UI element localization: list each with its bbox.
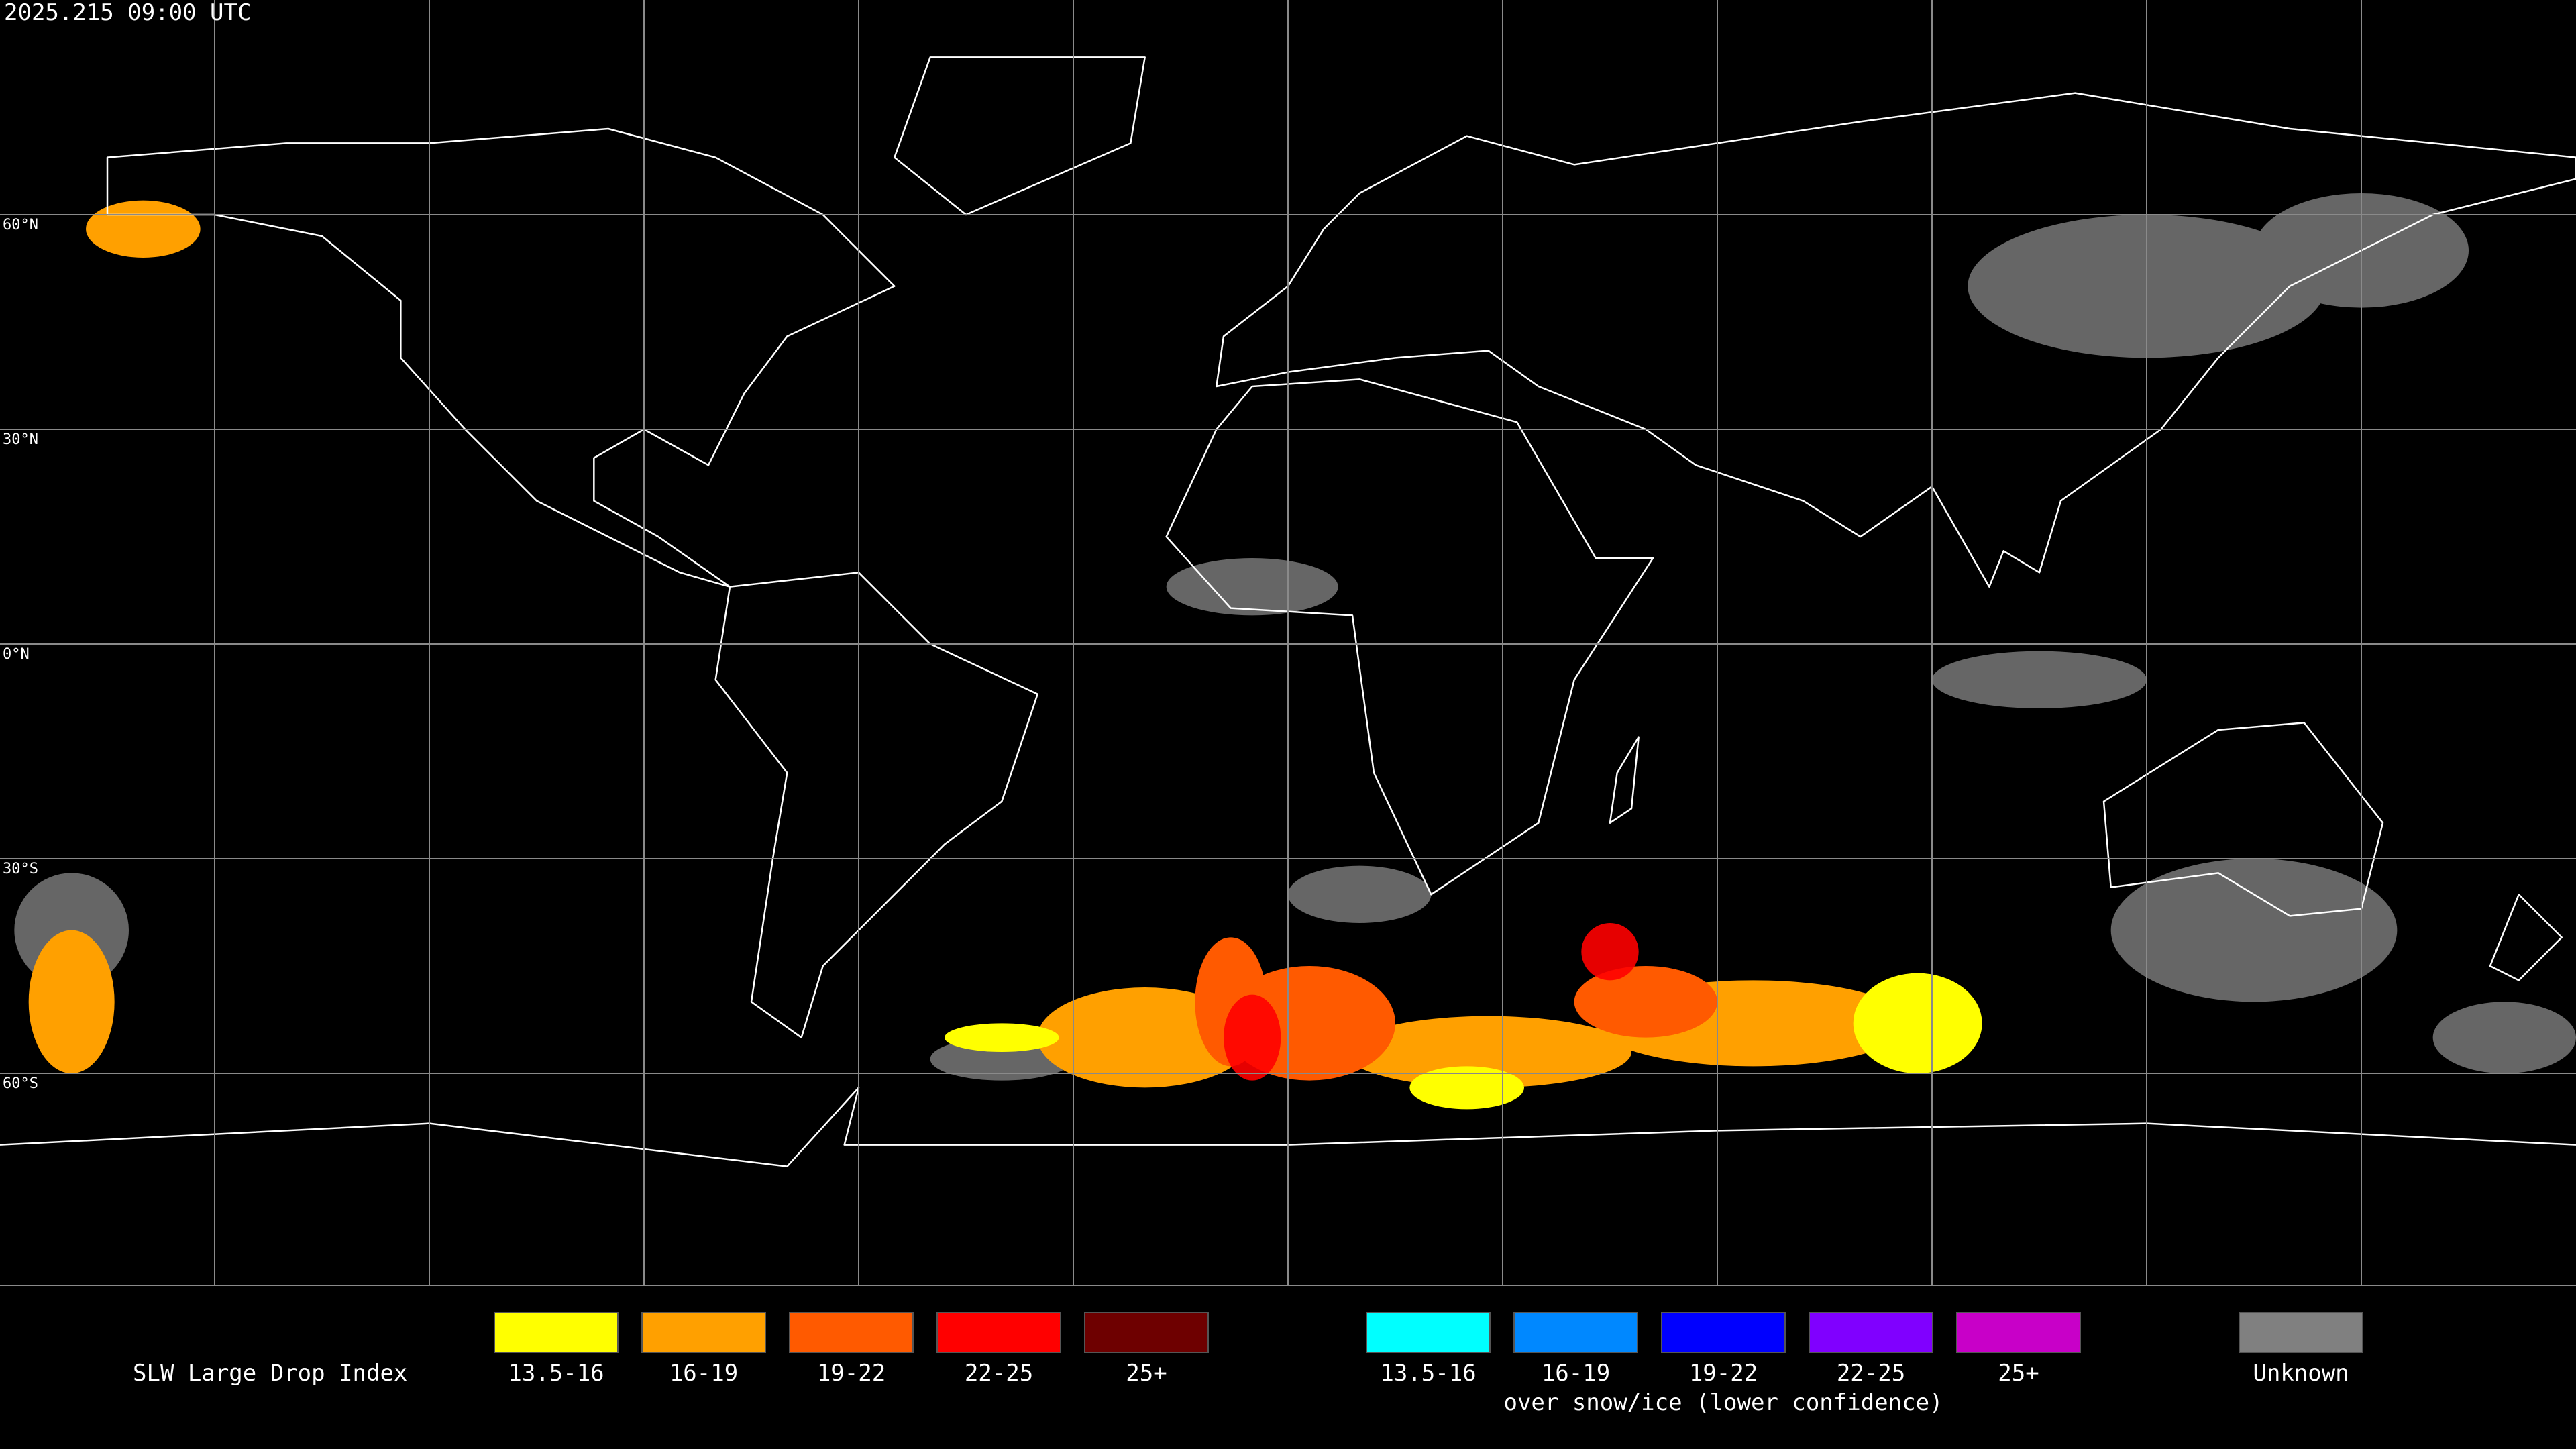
- legend-swatch: [641, 1312, 766, 1353]
- legend-label: 16-19: [669, 1360, 738, 1387]
- legend-swatch: [1513, 1312, 1638, 1353]
- legend-title: SLW Large Drop Index: [133, 1360, 407, 1387]
- legend-label: 13.5-16: [1380, 1360, 1476, 1387]
- legend-label: 13.5-16: [508, 1360, 604, 1387]
- legend-swatch: [2239, 1312, 2363, 1353]
- legend-label: 25+: [1126, 1360, 1167, 1387]
- legend-label: 19-22: [1689, 1360, 1758, 1387]
- latitude-label: 30°N: [3, 431, 38, 448]
- graticule: [0, 0, 2576, 1286]
- legend-swatch: [789, 1312, 914, 1353]
- latitude-label: 60°N: [3, 217, 38, 233]
- legend-swatch: [1084, 1312, 1209, 1353]
- legend-label: 22-25: [965, 1360, 1033, 1387]
- legend-swatch: [1661, 1312, 1786, 1353]
- legend-note: over snow/ice (lower confidence): [1503, 1389, 1943, 1416]
- legend-label: 16-19: [1542, 1360, 1610, 1387]
- legend-swatch: [494, 1312, 619, 1353]
- legend-label: Unknown: [2253, 1360, 2349, 1387]
- coastlines: [0, 57, 2576, 1166]
- cloud-field: [14, 193, 2576, 1110]
- legend-label: 25+: [1998, 1360, 2039, 1387]
- latitude-label: 60°S: [3, 1075, 38, 1092]
- legend-swatch: [1809, 1312, 1933, 1353]
- latitude-labels: 60°N 30°N 0°N 30°S 60°S: [3, 217, 38, 1092]
- legend-label: 19-22: [817, 1360, 885, 1387]
- legend-swatch: [1366, 1312, 1491, 1353]
- legend: SLW Large Drop Index 13.5-16 16-19 19-22 22-…: [133, 1312, 2363, 1416]
- latitude-label: 0°N: [3, 646, 30, 663]
- legend-swatch: [936, 1312, 1061, 1353]
- timestamp: 2025.215 09:00 UTC: [4, 0, 251, 26]
- legend-swatch: [1956, 1312, 2081, 1353]
- legend-label: 22-25: [1837, 1360, 1905, 1387]
- latitude-label: 30°S: [3, 861, 38, 877]
